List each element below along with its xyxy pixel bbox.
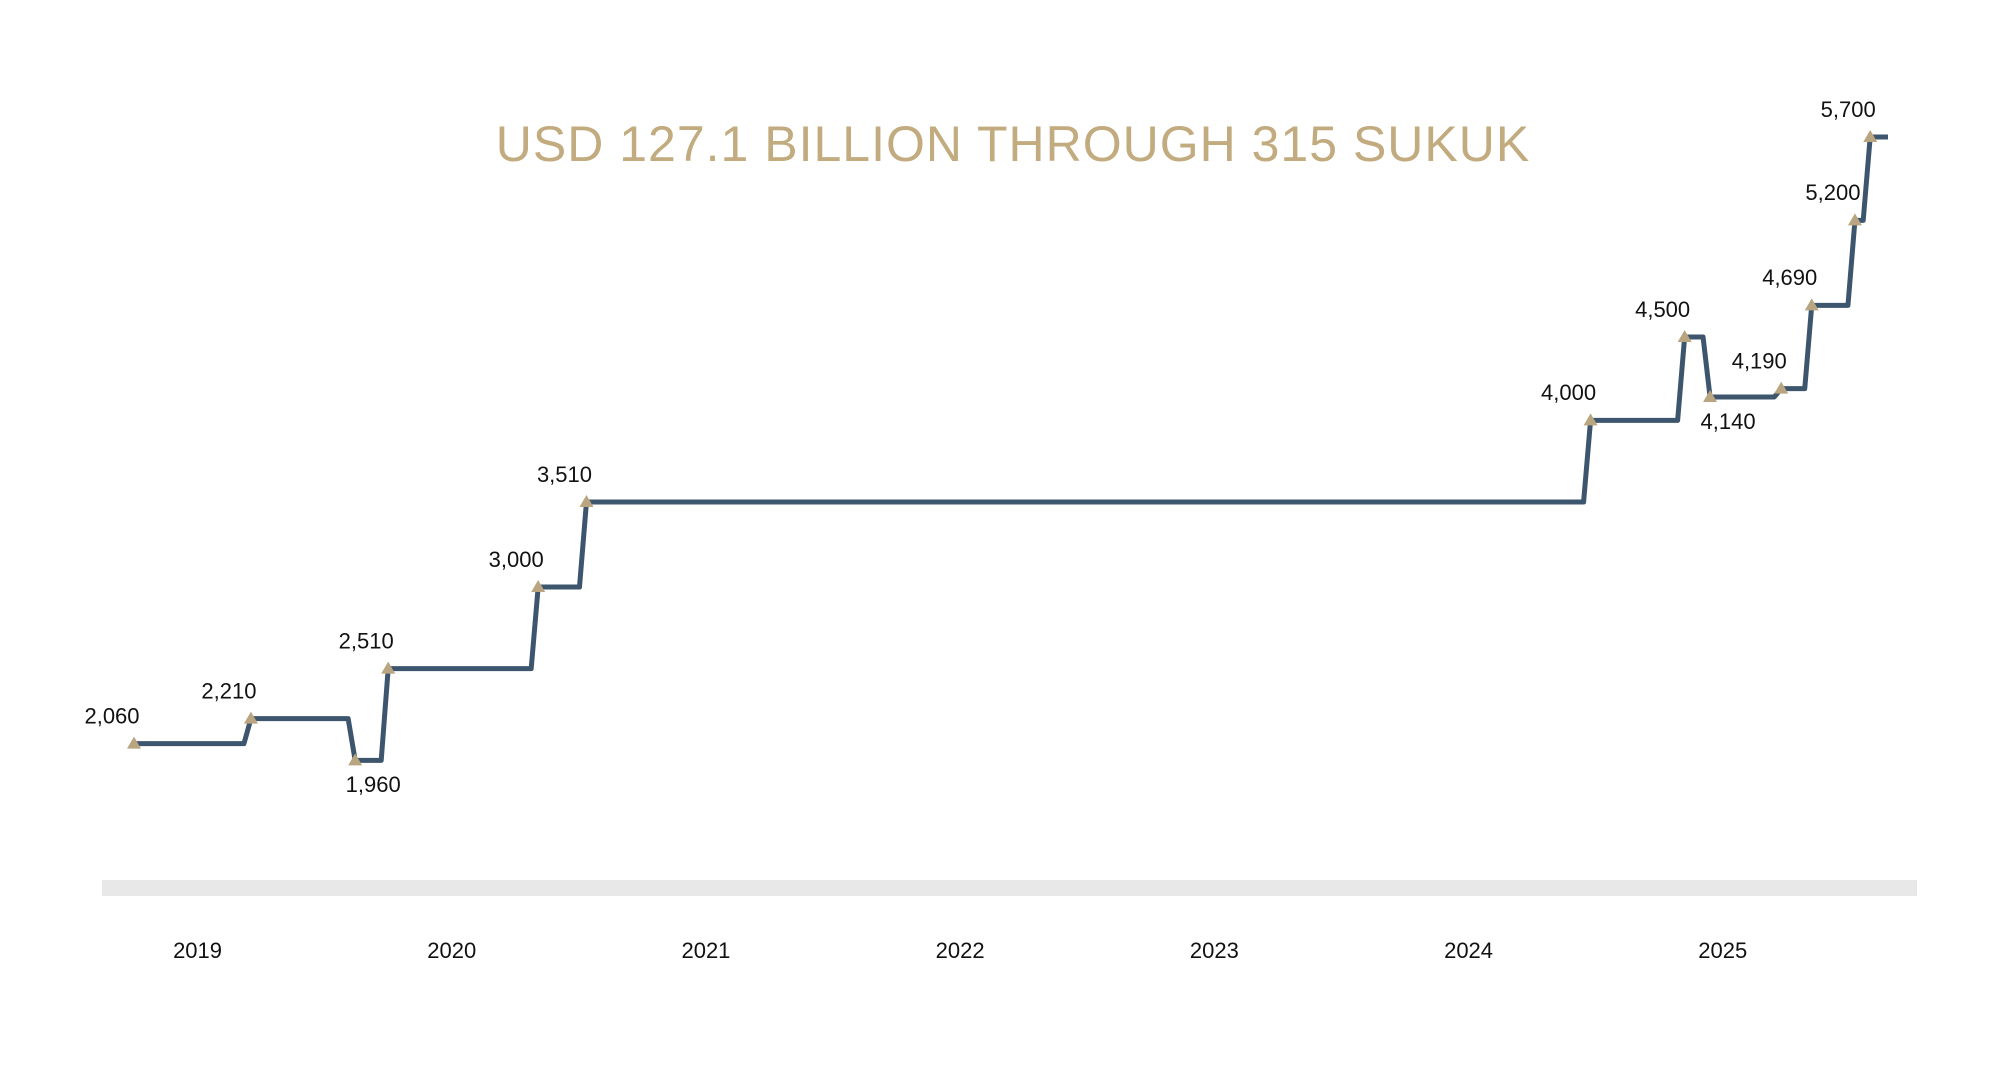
axis-band bbox=[102, 880, 1917, 896]
marker bbox=[127, 736, 141, 749]
x-tick-label: 2020 bbox=[427, 938, 476, 963]
data-label: 4,000 bbox=[1541, 380, 1596, 405]
data-label: 3,000 bbox=[489, 547, 544, 572]
data-label: 5,700 bbox=[1821, 97, 1876, 122]
x-tick-label: 2025 bbox=[1698, 938, 1747, 963]
x-tick-label: 2023 bbox=[1190, 938, 1239, 963]
marker bbox=[1677, 330, 1692, 342]
data-label: 2,510 bbox=[339, 628, 394, 653]
data-label: 4,190 bbox=[1732, 348, 1787, 373]
marker bbox=[1703, 390, 1718, 402]
data-label: 4,140 bbox=[1701, 409, 1756, 434]
data-label: 4,690 bbox=[1762, 265, 1817, 290]
data-label: 3,510 bbox=[537, 462, 592, 487]
marker bbox=[1583, 413, 1598, 426]
data-label: 1,960 bbox=[346, 772, 401, 797]
marker bbox=[531, 580, 546, 592]
marker bbox=[1804, 298, 1819, 311]
marker bbox=[1774, 381, 1789, 394]
marker bbox=[243, 711, 258, 724]
step-line bbox=[134, 134, 1888, 763]
x-tick-label: 2019 bbox=[173, 938, 222, 963]
chart-title: USD 127.1 BILLION THROUGH 315 SUKUK bbox=[496, 116, 1530, 172]
marker bbox=[579, 495, 594, 507]
marker bbox=[1847, 213, 1862, 226]
data-label: 4,500 bbox=[1635, 297, 1690, 322]
x-tick-label: 2021 bbox=[681, 938, 730, 963]
x-tick-label: 2022 bbox=[936, 938, 985, 963]
data-label: 2,060 bbox=[84, 703, 139, 728]
marker bbox=[381, 661, 396, 674]
marker bbox=[1863, 130, 1878, 142]
marker bbox=[348, 753, 363, 766]
data-label: 5,200 bbox=[1805, 180, 1860, 205]
x-tick-label: 2024 bbox=[1444, 938, 1493, 963]
data-label: 2,210 bbox=[201, 678, 256, 703]
